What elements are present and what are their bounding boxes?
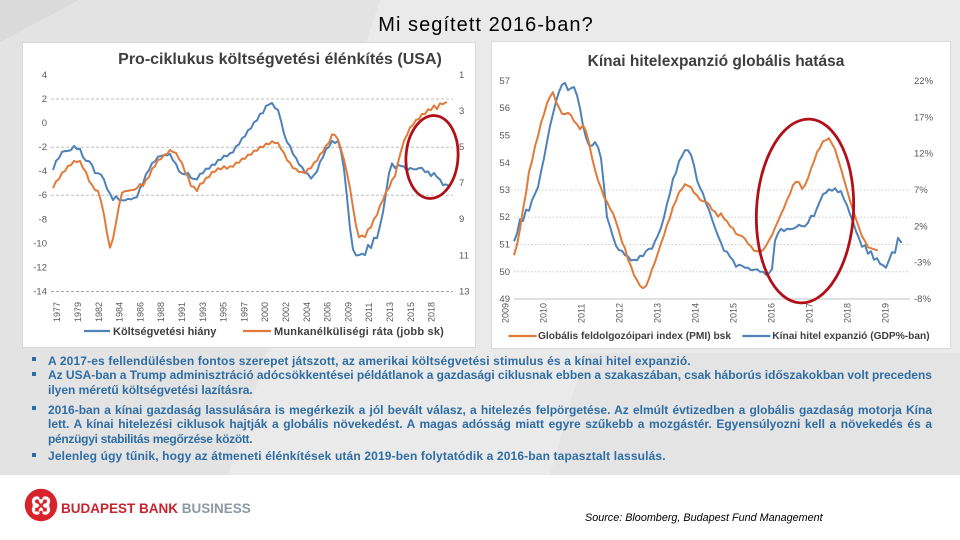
svg-text:Munkanélküliségi ráta (jobb sk: Munkanélküliségi ráta (jobb sk) — [274, 326, 444, 338]
svg-text:1977: 1977 — [52, 302, 62, 322]
svg-text:2: 2 — [42, 94, 47, 105]
svg-text:1991: 1991 — [177, 302, 187, 322]
svg-text:51: 51 — [499, 240, 510, 251]
svg-text:2014: 2014 — [691, 303, 701, 323]
svg-text:9: 9 — [459, 214, 464, 225]
svg-text:Kínai hitelexpanzió globális h: Kínai hitelexpanzió globális hatása — [588, 53, 845, 70]
svg-text:1: 1 — [459, 70, 464, 81]
svg-text:7: 7 — [459, 178, 464, 189]
svg-text:2010: 2010 — [539, 303, 549, 323]
svg-text:-10: -10 — [33, 238, 47, 249]
svg-text:1982: 1982 — [94, 302, 104, 322]
svg-text:2%: 2% — [914, 221, 928, 232]
svg-text:1997: 1997 — [239, 302, 249, 322]
svg-text:2018: 2018 — [843, 303, 853, 323]
svg-text:2009: 2009 — [343, 302, 353, 322]
svg-text:2011: 2011 — [364, 303, 374, 322]
svg-text:5: 5 — [459, 142, 464, 153]
svg-text:2000: 2000 — [260, 302, 270, 322]
svg-text:2019: 2019 — [881, 303, 891, 323]
svg-text:2017: 2017 — [805, 303, 815, 323]
svg-text:Globális feldolgozóipari index: Globális feldolgozóipari index (PMI) bsk — [538, 331, 731, 342]
svg-text:50: 50 — [499, 267, 510, 278]
svg-text:2016: 2016 — [767, 303, 777, 323]
svg-text:13: 13 — [459, 286, 470, 297]
svg-text:1988: 1988 — [156, 302, 166, 322]
svg-text:-2: -2 — [39, 142, 47, 153]
svg-text:57: 57 — [499, 76, 510, 87]
svg-text:-14: -14 — [33, 287, 47, 298]
svg-text:2011: 2011 — [577, 304, 587, 323]
svg-text:2013: 2013 — [385, 302, 395, 322]
svg-text:4: 4 — [42, 70, 47, 81]
svg-text:1984: 1984 — [115, 302, 125, 322]
svg-text:52: 52 — [499, 212, 510, 223]
svg-text:-12: -12 — [33, 262, 47, 273]
svg-text:-6: -6 — [39, 190, 47, 201]
svg-text:2015: 2015 — [406, 302, 416, 322]
svg-text:1993: 1993 — [198, 302, 208, 322]
svg-text:2015: 2015 — [729, 303, 739, 323]
svg-text:3: 3 — [459, 106, 464, 117]
svg-text:2009: 2009 — [501, 303, 511, 323]
svg-text:1995: 1995 — [219, 302, 229, 322]
svg-text:2004: 2004 — [302, 302, 312, 322]
svg-text:2018: 2018 — [427, 302, 437, 322]
svg-text:-4: -4 — [39, 166, 47, 177]
svg-text:Költségvetési hiány: Költségvetési hiány — [113, 326, 217, 338]
svg-text:2006: 2006 — [323, 302, 333, 322]
svg-text:Kínai hitel expanzió (GDP%-ban: Kínai hitel expanzió (GDP%-ban) — [772, 331, 929, 342]
svg-text:1979: 1979 — [73, 302, 83, 322]
svg-text:0: 0 — [42, 118, 47, 129]
svg-text:7%: 7% — [914, 185, 928, 196]
svg-text:55: 55 — [499, 131, 510, 142]
svg-text:49: 49 — [499, 294, 510, 305]
svg-text:53: 53 — [499, 185, 510, 196]
svg-text:54: 54 — [499, 158, 510, 169]
svg-text:Pro-ciklukus költségvetési élé: Pro-ciklukus költségvetési élénkítés (US… — [118, 51, 442, 68]
svg-text:-8: -8 — [39, 214, 47, 225]
svg-text:12%: 12% — [914, 149, 934, 160]
svg-text:-3%: -3% — [914, 258, 931, 269]
svg-text:1986: 1986 — [135, 302, 145, 322]
svg-text:17%: 17% — [914, 112, 934, 123]
svg-text:22%: 22% — [914, 76, 934, 87]
svg-text:2012: 2012 — [615, 303, 625, 323]
svg-text:-8%: -8% — [914, 294, 931, 305]
svg-text:11: 11 — [459, 250, 469, 261]
svg-text:2002: 2002 — [281, 302, 291, 322]
svg-text:2013: 2013 — [653, 303, 663, 323]
svg-text:56: 56 — [499, 103, 510, 114]
